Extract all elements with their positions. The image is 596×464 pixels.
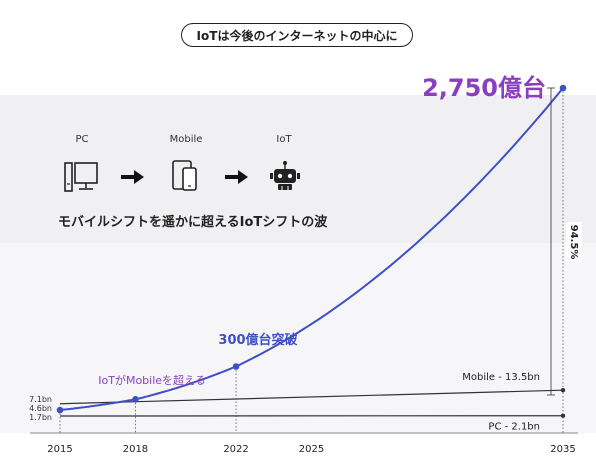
x-tick-label: 2015 [47, 444, 72, 455]
y-axis-label: 7.1bn [29, 395, 52, 404]
stage-label-iot: IoT [276, 134, 292, 145]
arrow-right-icon [225, 170, 248, 184]
stage-label-mobile: Mobile [169, 134, 203, 145]
series-label-mobile: Mobile - 13.5bn [462, 372, 540, 383]
series-point [232, 363, 240, 370]
arrow-right-icon [121, 170, 144, 184]
series-point [560, 413, 566, 418]
series-point [132, 396, 139, 403]
x-tick-label: 2022 [223, 444, 248, 455]
series-point [560, 388, 566, 393]
shift-message: モバイルシフトを遥かに超えるIoTシフトの波 [58, 215, 328, 230]
page-title: IoTは今後のインターネットの中心に [181, 23, 413, 47]
y-axis-label: 4.6bn [29, 404, 52, 413]
series-point [559, 84, 567, 92]
series-line-mobile [59, 389, 564, 405]
annotation-crossover: IoTがMobileを超える [98, 373, 205, 387]
percent-label: 94.5% [568, 225, 579, 260]
series-point [56, 406, 64, 414]
mobile-devices-icon [172, 160, 197, 191]
percent-bracket [547, 87, 555, 396]
y-axis-label: 1.7bn [29, 413, 52, 422]
annotation-total: 2,750億台 [422, 74, 546, 102]
desktop-computer-icon [64, 162, 98, 192]
x-tick-label: 2025 [299, 444, 324, 455]
x-tick-label: 2035 [550, 444, 575, 455]
background-band-lower [0, 243, 596, 433]
series-line-iot [59, 87, 564, 411]
annotation-milestone: 300億台突破 [218, 332, 297, 348]
series-label-pc: PC - 2.1bn [488, 422, 540, 433]
stage-label-pc: PC [75, 134, 89, 145]
x-tick-label: 2018 [123, 444, 148, 455]
background-band-upper [0, 95, 596, 243]
robot-icon [270, 161, 300, 190]
